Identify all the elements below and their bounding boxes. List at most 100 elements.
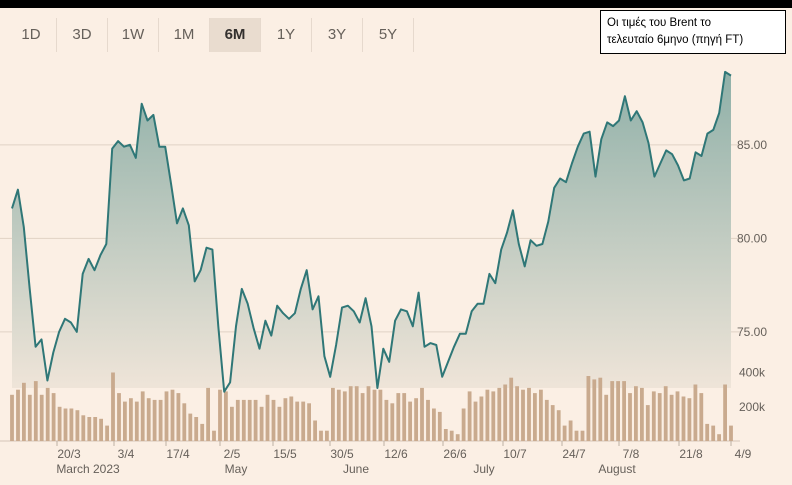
- volume-bar-73: [443, 429, 448, 441]
- x-tick-label-3: 2/5: [224, 447, 241, 461]
- top-bar: [0, 0, 792, 8]
- volume-bar-18: [117, 393, 121, 441]
- volume-bar-11: [75, 410, 80, 441]
- x-tick-label-11: 21/8: [679, 447, 703, 461]
- x-tick-label-5: 30/5: [330, 447, 354, 461]
- volume-bar-46: [283, 398, 288, 441]
- volume-bar-118: [711, 425, 716, 441]
- volume-bar-120: [723, 384, 727, 441]
- volume-bar-103: [622, 381, 626, 441]
- volume-bar-22: [140, 391, 145, 441]
- volume-bar-95: [574, 430, 579, 441]
- volume-bar-88: [533, 393, 537, 441]
- volume-bar-121: [729, 425, 733, 441]
- volume-bar-80: [485, 389, 490, 441]
- range-tab-5y[interactable]: 5Y: [363, 18, 414, 52]
- volume-bar-83: [503, 384, 508, 441]
- volume-bar-48: [295, 401, 300, 441]
- volume-bar-2: [22, 382, 26, 441]
- volume-bar-85: [515, 386, 519, 441]
- volume-bar-64: [390, 403, 395, 441]
- volume-bar-52: [319, 430, 323, 441]
- volume-bar-55: [336, 389, 341, 441]
- volume-bar-36: [224, 391, 228, 441]
- volume-bar-79: [479, 396, 484, 441]
- volume-bar-21: [134, 401, 139, 441]
- volume-bar-47: [289, 396, 294, 441]
- volume-bar-8: [57, 406, 62, 441]
- range-tab-1d[interactable]: 1D: [6, 18, 57, 52]
- volume-bar-82: [497, 387, 502, 441]
- volume-bar-13: [87, 417, 92, 441]
- volume-bar-20: [129, 398, 133, 441]
- month-label-2: June: [343, 462, 369, 476]
- volume-bar-7: [51, 393, 56, 441]
- range-tabs: 1D 3D 1W 1M 6M 1Y 3Y 5Y: [6, 18, 414, 52]
- volume-bar-45: [277, 406, 282, 441]
- range-tab-6m[interactable]: 6M: [210, 18, 261, 52]
- volume-bar-67: [408, 401, 412, 441]
- volume-bar-108: [651, 391, 656, 441]
- x-tick-label-10: 7/8: [623, 447, 640, 461]
- price-line-layer: [11, 70, 732, 393]
- y-axis-labels: 75.00 80.00 85.00 200k 400k: [737, 138, 767, 414]
- volume-bar-116: [699, 393, 704, 441]
- volume-bar-0: [10, 394, 14, 441]
- volume-bar-71: [432, 408, 436, 441]
- volume-bar-119: [717, 434, 721, 441]
- volume-bar-115: [693, 384, 698, 441]
- month-label-0: March 2023: [56, 462, 120, 476]
- volume-bar-15: [99, 418, 103, 442]
- volume-bar-66: [402, 393, 407, 441]
- x-tick-label-2: 17/4: [166, 447, 190, 461]
- volume-bar-111: [669, 394, 674, 441]
- volume-bar-59: [360, 393, 365, 441]
- range-tab-1y[interactable]: 1Y: [261, 18, 312, 52]
- volume-bar-114: [687, 398, 692, 441]
- range-tab-1w[interactable]: 1W: [108, 18, 159, 52]
- volume-bars: [10, 372, 733, 442]
- volume-bar-49: [301, 401, 306, 441]
- volume-bar-98: [592, 379, 597, 441]
- volume-bar-30: [188, 413, 193, 441]
- volume-bar-57: [348, 386, 353, 441]
- price-area-fill: [12, 71, 731, 392]
- volume-bar-109: [657, 393, 662, 441]
- volume-bar-51: [313, 420, 317, 441]
- range-tab-3y[interactable]: 3Y: [312, 18, 363, 52]
- volume-bar-6: [45, 387, 50, 441]
- volume-bar-40: [247, 399, 252, 441]
- volume-bar-96: [580, 430, 585, 441]
- volume-bar-50: [307, 403, 311, 441]
- volume-bar-53: [325, 430, 329, 441]
- month-label-4: August: [598, 462, 636, 476]
- volume-bar-93: [562, 425, 567, 441]
- volume-tick-label-0: 200k: [739, 400, 766, 414]
- volume-bar-16: [105, 425, 109, 441]
- x-tick-label-9: 24/7: [562, 447, 586, 461]
- volume-bar-27: [170, 389, 175, 441]
- volume-bar-23: [146, 398, 151, 441]
- x-tick-label-7: 26/6: [443, 447, 467, 461]
- range-tab-3d[interactable]: 3D: [57, 18, 108, 52]
- volume-bar-19: [123, 401, 127, 441]
- volume-bar-42: [259, 406, 264, 441]
- volume-bar-61: [372, 389, 377, 441]
- volume-bar-102: [616, 381, 620, 441]
- volume-bar-107: [645, 405, 650, 441]
- volume-bar-43: [265, 394, 270, 441]
- volume-bar-54: [331, 387, 335, 441]
- range-tab-1m[interactable]: 1M: [159, 18, 210, 52]
- volume-bar-117: [705, 423, 710, 441]
- volume-bar-70: [426, 399, 430, 441]
- volume-bar-14: [93, 417, 98, 441]
- volume-bar-65: [396, 393, 401, 441]
- x-axis-labels: 20/3 3/4 17/4 2/5 15/5 30/5 12/6 26/6 10/7 24/7 7/…: [56, 441, 752, 476]
- volume-bar-78: [473, 401, 478, 441]
- y-tick-label-2: 85.00: [737, 138, 767, 152]
- volume-bar-25: [158, 399, 163, 441]
- volume-bar-41: [253, 399, 258, 441]
- volume-bar-81: [491, 391, 496, 441]
- volume-bar-37: [230, 406, 234, 441]
